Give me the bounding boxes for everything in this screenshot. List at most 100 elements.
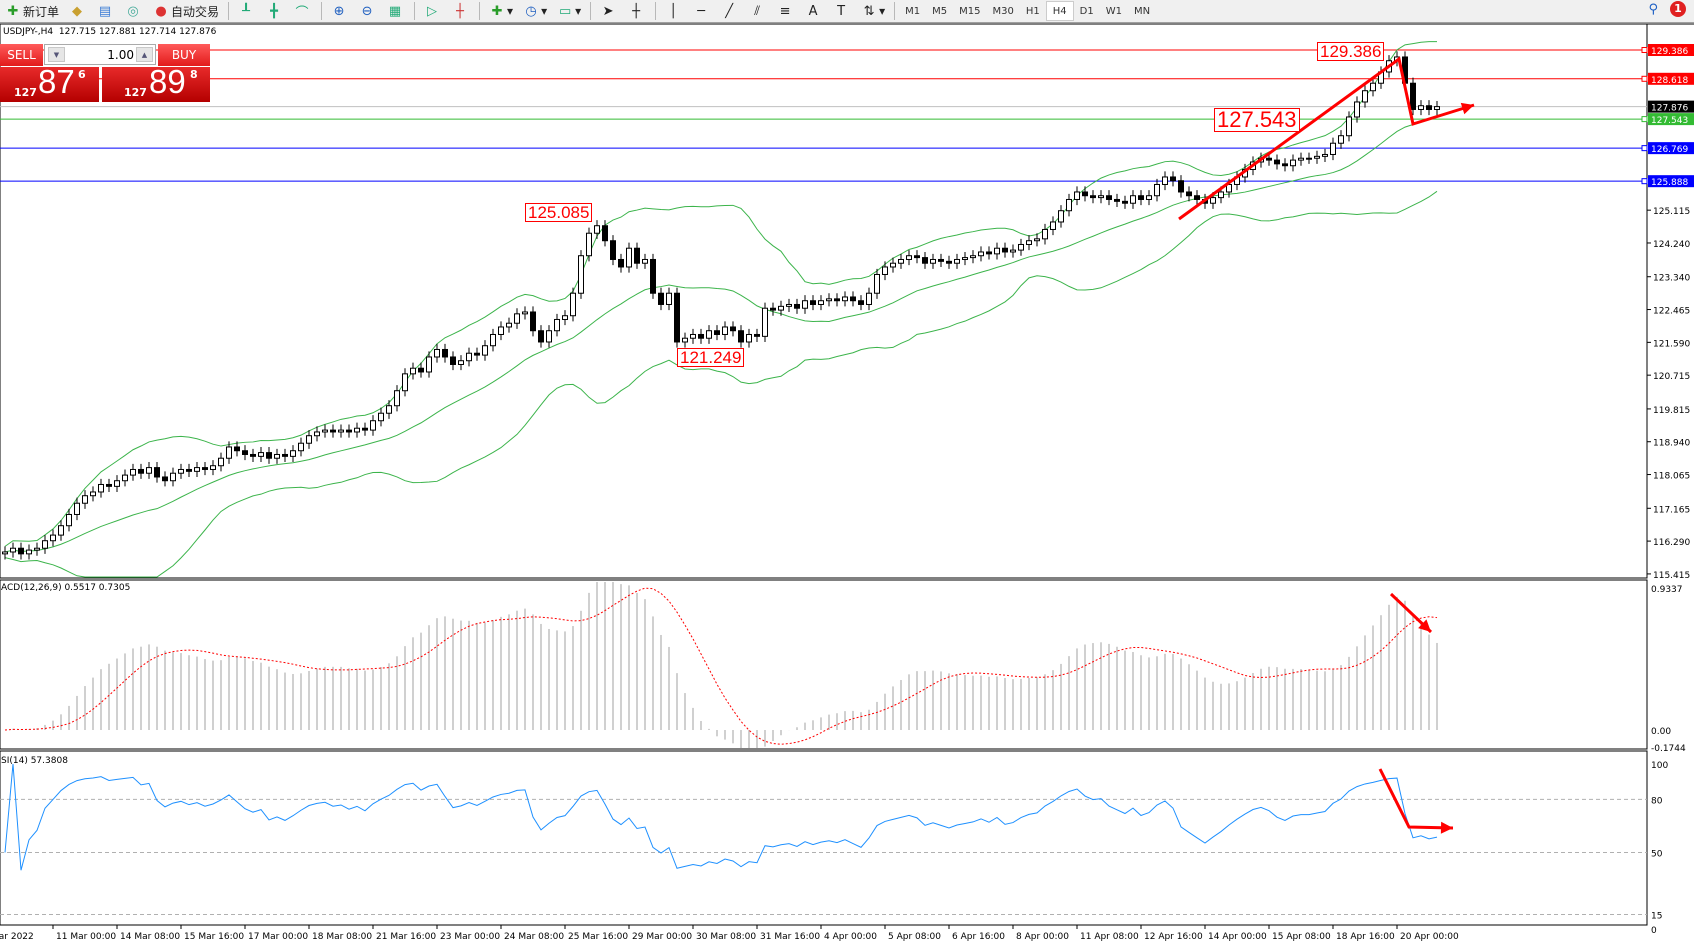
crosshair-button[interactable]: ┼ [623, 1, 651, 21]
price-tick-label: 124.240 [1653, 240, 1690, 250]
bull-candle [1146, 195, 1152, 200]
zoom-in-button[interactable]: ⊕ [326, 1, 354, 21]
timeframe-m5[interactable]: M5 [932, 5, 948, 17]
bear-candle [362, 427, 368, 431]
macd-tick-label: -0.1744 [1651, 744, 1686, 754]
time-tick-label: 20 Apr 00:00 [1400, 932, 1459, 942]
tile-windows-button[interactable]: ▦ [382, 1, 410, 21]
bull-candle [666, 292, 672, 305]
annotation-swing-low[interactable]: 121.249 [677, 348, 745, 367]
bear-candle [810, 300, 816, 305]
timeframe-h1[interactable]: H1 [1025, 5, 1040, 17]
bull-candle [482, 345, 488, 356]
chart-shift-button[interactable]: ┼ [447, 1, 475, 21]
strategy-tester-button[interactable]: ◆ [64, 1, 92, 21]
bull-candle [1322, 153, 1328, 157]
line-chart-button[interactable]: ⌒ [289, 1, 317, 21]
timeframe-w1[interactable]: W1 [1105, 5, 1122, 17]
notification-badge[interactable]: 1 [1670, 1, 1686, 17]
timeframe-m15[interactable]: M15 [959, 5, 981, 17]
bull-candle [818, 300, 824, 305]
bear-candle [1266, 157, 1272, 161]
bull-candle [74, 502, 80, 515]
bear-candle [418, 367, 424, 373]
sell-price-button[interactable]: 127 87 6 [0, 63, 99, 102]
bear-candle [1106, 195, 1112, 200]
lot-decrease-button[interactable]: ▼ [48, 47, 65, 62]
sell-button[interactable]: SELL [0, 44, 43, 66]
signals-button[interactable]: ◎ [120, 1, 148, 21]
fibonacci-button[interactable]: ≡ [772, 1, 800, 21]
price-tick-label: 125.115 [1653, 207, 1690, 217]
indicators-button[interactable]: ✚ ▾ [484, 1, 518, 21]
candlestick-button[interactable]: ╋ [261, 1, 289, 21]
bull-candle [34, 547, 40, 551]
one-click-trading-panel: SELL ▼ ▲ BUY 127 87 6 127 89 8 [0, 44, 210, 102]
annotation-high[interactable]: 129.386 [1317, 42, 1385, 61]
sell-price-pips: 87 [38, 63, 75, 100]
bull-candle [970, 255, 976, 259]
channel-button[interactable]: ⫽ [744, 1, 772, 21]
bear-candle [346, 429, 352, 433]
cursor-button[interactable]: ➤ [595, 1, 623, 21]
time-tick-label: 14 Mar 08:00 [120, 932, 180, 942]
vertical-line-icon: │ [669, 3, 678, 19]
timeframe-m30[interactable]: M30 [992, 5, 1014, 17]
periods-button[interactable]: ◷ ▾ [518, 1, 552, 21]
annotation-swing-high[interactable]: 125.085 [525, 203, 593, 222]
price-line-handle [1641, 116, 1648, 123]
macd-pane [0, 579, 1648, 750]
bear-candle [602, 225, 608, 242]
divider [894, 2, 896, 20]
timeframe-m1[interactable]: M1 [905, 5, 921, 17]
bull-candle [98, 483, 104, 493]
auto-trading-button[interactable]: ● 自动交易 [148, 1, 224, 21]
bear-candle [914, 255, 920, 259]
search-icon[interactable]: ⚲ [1648, 2, 1658, 17]
bear-candle [1274, 159, 1280, 165]
new-order-button[interactable]: ✚ 新订单 [0, 1, 64, 21]
bull-candle [1338, 135, 1344, 144]
text-button[interactable]: A [800, 1, 828, 21]
channel-icon: ⫽ [754, 3, 761, 19]
bear-candle [938, 258, 944, 262]
vertical-line-button[interactable]: │ [660, 1, 688, 21]
annotation-mid[interactable]: 127.543 [1214, 108, 1300, 132]
timeframe-d1[interactable]: D1 [1079, 5, 1094, 17]
bull-candle [146, 467, 152, 474]
bull-candle [954, 258, 960, 264]
price-line-badge [1648, 72, 1694, 85]
bull-candle [210, 465, 216, 470]
bear-candle [754, 333, 760, 337]
bear-candle [530, 311, 536, 332]
trendline-button[interactable]: ╱ [716, 1, 744, 21]
bear-candle [674, 292, 680, 343]
buy-button[interactable]: BUY [158, 44, 210, 66]
lot-size-field[interactable]: ▼ ▲ [44, 44, 156, 65]
bull-candle [298, 442, 304, 452]
zoom-out-button[interactable]: ⊖ [354, 1, 382, 21]
horizontal-line-button[interactable]: ─ [688, 1, 716, 21]
bull-candle [594, 225, 600, 234]
bar-chart-button[interactable]: ┸ [233, 1, 261, 21]
time-tick-label: 30 Mar 08:00 [696, 932, 756, 942]
divider [414, 2, 416, 20]
buy-price-button[interactable]: 127 89 8 [102, 63, 210, 102]
templates-button[interactable]: ▭ ▾ [558, 3, 582, 19]
auto-scroll-button[interactable]: ▷ [419, 1, 447, 21]
bear-candle [658, 292, 664, 305]
buy-price-pips: 89 [149, 63, 186, 100]
bull-candle [1042, 228, 1048, 240]
lot-increase-button[interactable]: ▲ [136, 47, 153, 62]
bull-candle [1298, 157, 1304, 161]
bull-candle [994, 247, 1000, 255]
bear-candle [202, 467, 208, 470]
timeframe-h4[interactable]: H4 [1045, 1, 1074, 21]
timeframe-mn[interactable]: MN [1133, 5, 1151, 17]
price-tick-label: 122.465 [1653, 307, 1690, 317]
bull-candle [378, 412, 384, 422]
history-button[interactable]: ▤ [92, 1, 120, 21]
arrows-button[interactable]: ⇅ ▾ [856, 1, 890, 21]
lot-size-input[interactable] [66, 46, 134, 63]
text-label-button[interactable]: T [828, 1, 856, 21]
